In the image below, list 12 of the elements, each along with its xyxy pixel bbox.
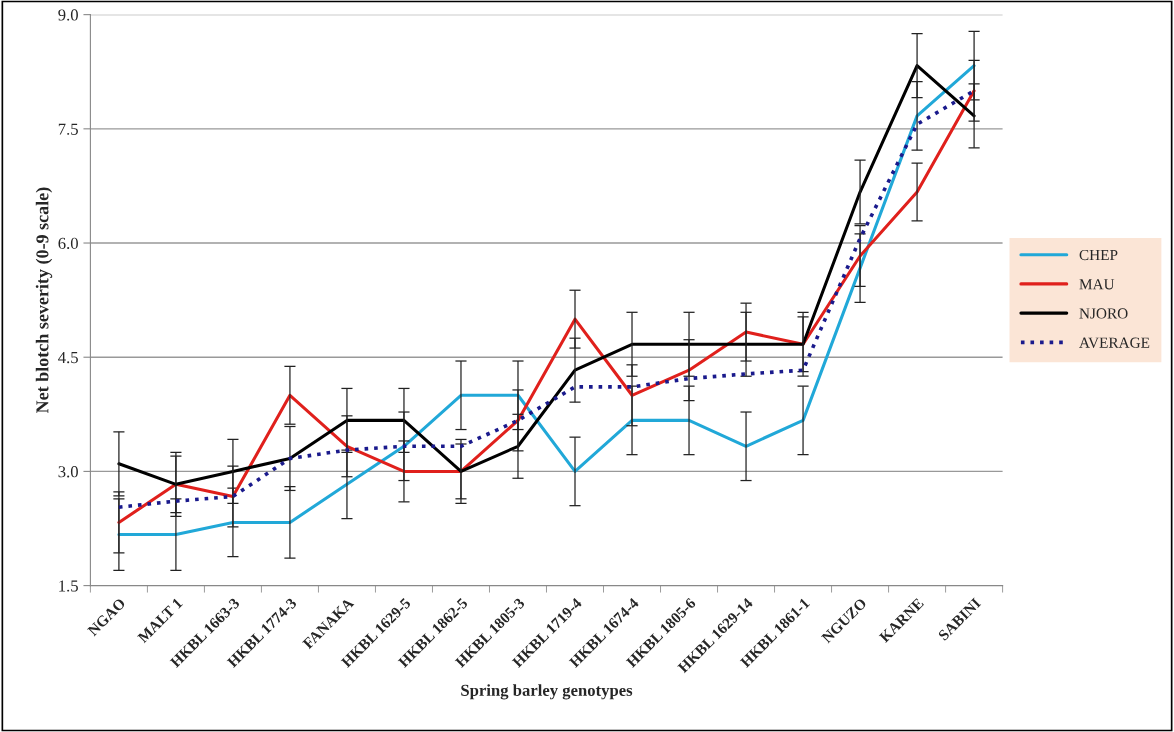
legend-label: CHEP	[1079, 249, 1118, 261]
y-tick-label: 3.0	[58, 466, 78, 478]
y-tick-label: 7.5	[58, 123, 78, 135]
y-tick-label: 1.5	[59, 580, 78, 592]
legend-label: AVERAGE	[1079, 337, 1150, 348]
x-axis-title: Spring barley genotypes	[461, 684, 633, 700]
y-tick-label: 4.5	[58, 352, 78, 364]
legend-label: NJORO	[1079, 308, 1128, 319]
y-tick-label: 6.0	[58, 237, 78, 250]
y-axis-title: Net blotch severity (0-9 scale)	[35, 187, 53, 414]
legend-label: MAU	[1079, 279, 1115, 290]
y-tick-label: 9.0	[58, 9, 78, 21]
